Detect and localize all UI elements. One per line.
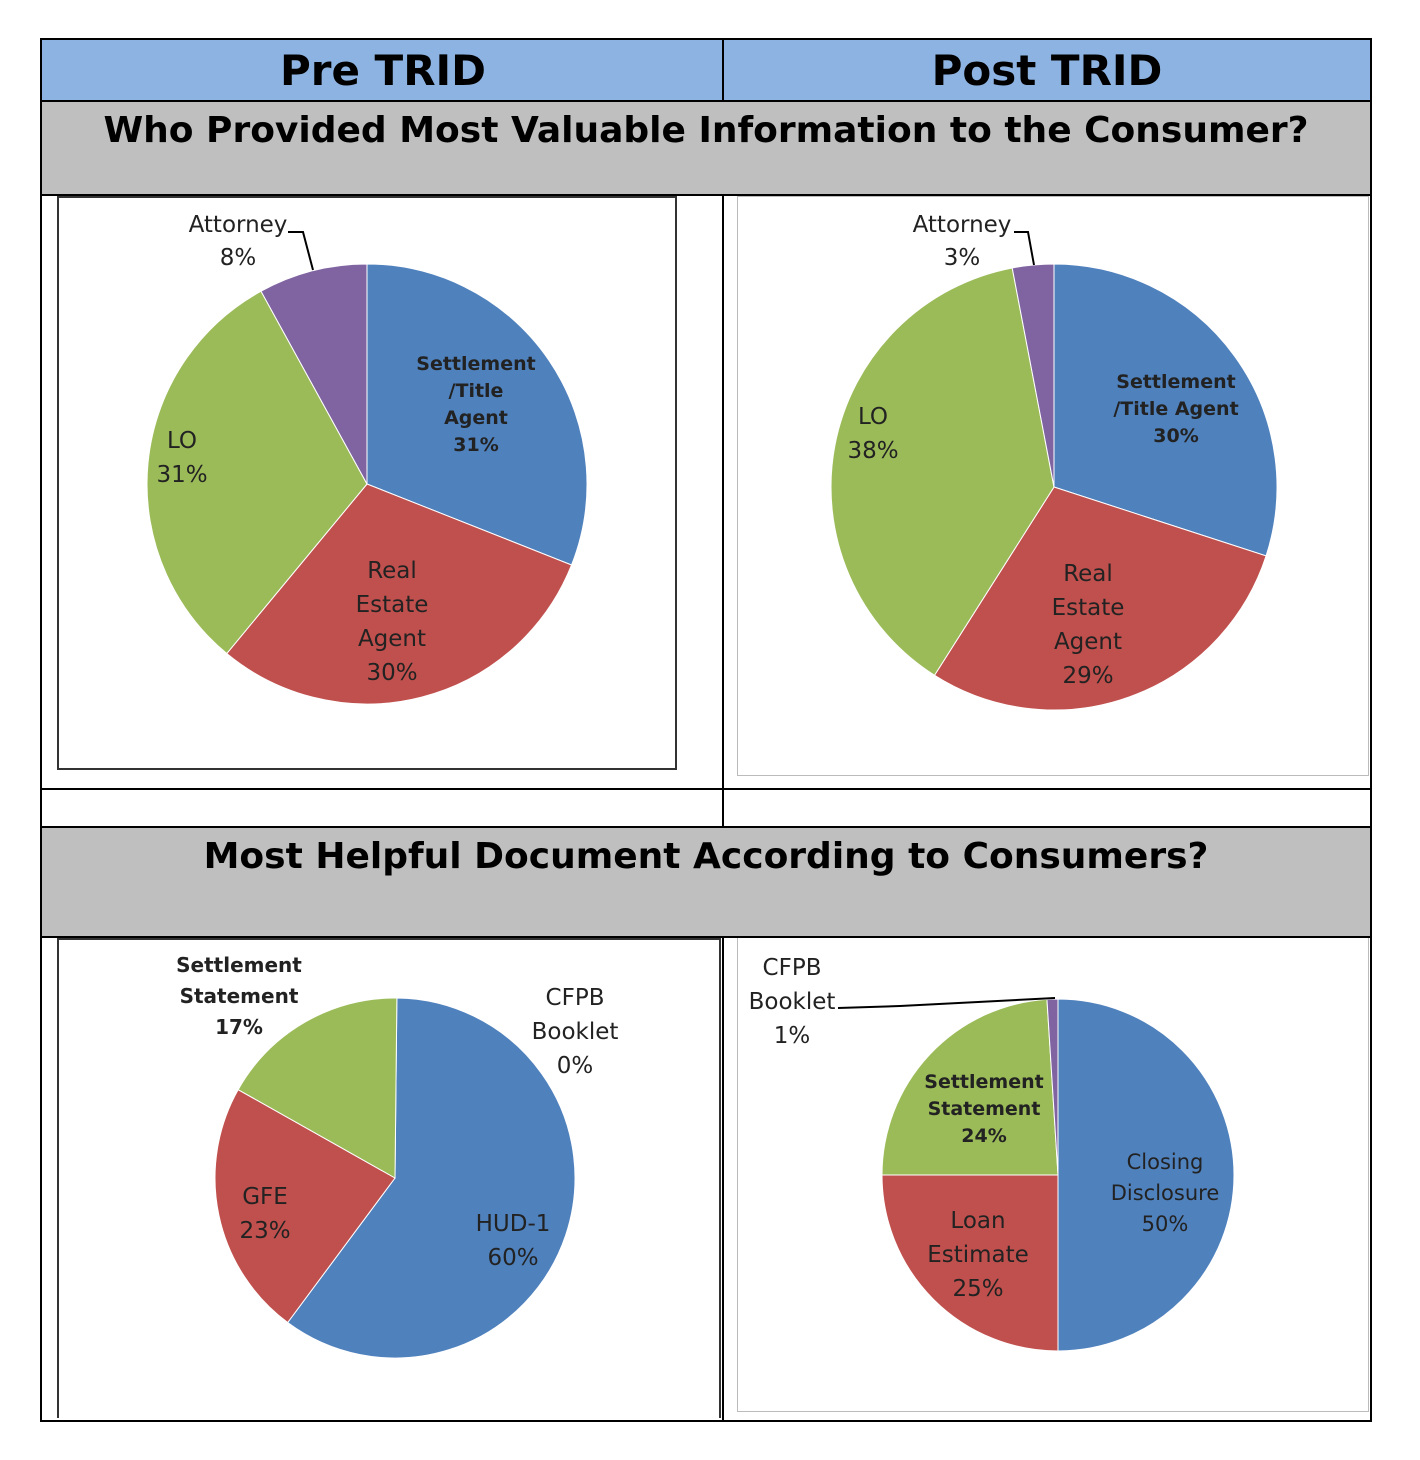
row2-bottom-line [42, 826, 1370, 828]
section-title-document-text: Most Helpful Document According to Consu… [203, 836, 1209, 877]
pie-0-label-3-line-1: 8% [220, 245, 257, 271]
comparison-table: Pre TRID Post TRID Who Provided Most Val… [40, 38, 1372, 1422]
pie-0-label-1: Real Estate Agent 30% [356, 558, 429, 686]
pie-0-label-2-line-1: 31% [156, 462, 207, 488]
pie-1-label-1-line-1: Estate [1052, 595, 1125, 621]
pie-3-label-2: Settlement Statement 24% [924, 1071, 1043, 1147]
pie-1-label-0-line-2: 30% [1153, 425, 1198, 447]
pie-1-label-1-line-0: Real [1063, 561, 1113, 587]
pie-1-label-3-line-1: 3% [944, 245, 981, 271]
pie-2-label-0: CFPB Booklet 0% [532, 985, 619, 1079]
pie-3-label-2-line-0: Settlement [924, 1071, 1043, 1093]
pie-1-leader-3 [1014, 231, 1035, 266]
pie-2-slice-2 [214, 1088, 396, 1324]
pie-2-label-2: GFE 23% [239, 1184, 290, 1244]
pie-3-label-0-line-1: Disclosure [1111, 1181, 1220, 1205]
row3-divider [722, 938, 724, 1420]
pie-chart-pre-document: CFPB Booklet 0% HUD-1 60% GFE 23% Settlement Sta… [176, 953, 619, 1359]
pie-3-label-1-line-2: 25% [952, 1276, 1003, 1302]
header-post-trid-label: Post TRID [931, 45, 1163, 95]
pie-1-label-1-line-3: 29% [1062, 663, 1113, 689]
pie-0-label-3-line-0: Attorney [189, 212, 288, 238]
pie-3-slice-0 [1057, 998, 1235, 1352]
pie-1-label-3-line-0: Attorney [913, 212, 1012, 238]
pie-0-label-2: LO 31% [156, 428, 207, 488]
pie-0-label-1-line-2: Agent [358, 626, 426, 652]
row1-bottom-line [42, 788, 1370, 790]
pie-2-label-2-line-1: 23% [239, 1218, 290, 1244]
pie-2-slice-1 [286, 997, 576, 1359]
pie-3-label-0-line-2: 50% [1142, 1212, 1189, 1236]
pie-1-slice-2 [830, 267, 1055, 676]
pie-2-label-3-line-0: Settlement [176, 953, 302, 977]
pie-0-label-0-line-3: 31% [453, 434, 498, 456]
pie-2-slice-3 [237, 997, 398, 1179]
pie-2-label-3: Settlement Statement 17% [176, 953, 302, 1039]
header-divider [722, 40, 724, 102]
pie-2-label-1-line-1: 60% [487, 1245, 538, 1271]
pie-2-label-0-line-0: CFPB [546, 985, 605, 1011]
pie-0-label-3: Attorney 8% [189, 212, 288, 271]
pie-1-label-2: LO 38% [847, 404, 898, 464]
pie-2-label-3-line-1: Statement [180, 984, 299, 1008]
pie-1-label-1-line-2: Agent [1054, 629, 1122, 655]
pie-3-label-0-line-0: Closing [1127, 1150, 1204, 1174]
pie-3-label-1: Loan Estimate 25% [927, 1208, 1029, 1302]
pie-2-label-0-line-2: 0% [557, 1053, 594, 1079]
pie-0-label-0-line-1: /Title [449, 380, 504, 402]
pie-3-label-3-line-0: CFPB [763, 955, 822, 981]
pie-0-label-1-line-3: 30% [366, 660, 417, 686]
pie-1-slice-0 [1053, 263, 1278, 557]
section-title-document: Most Helpful Document According to Consu… [42, 828, 1370, 938]
pie-0-label-1-line-1: Estate [356, 592, 429, 618]
pie-1-label-0: Settlement/Title Agent 30% [1113, 371, 1238, 447]
pie-chart-pre-information: Settlement/Title Agent 31% Real Estate Agent 3… [146, 212, 588, 705]
pie-3-label-3: CFPB Booklet 1% [749, 955, 836, 1049]
pie-3-label-2-line-1: Statement [928, 1098, 1041, 1120]
pie-0-slice-0 [366, 263, 588, 566]
pie-1-slice-1 [933, 486, 1267, 711]
pie-1-label-0-line-1: /Title Agent [1113, 398, 1238, 420]
pie-0-slice-1 [226, 483, 573, 705]
pie-chart-post-document: Closing Disclosure 50% Loan Estimate 25% Settl… [749, 955, 1235, 1352]
pie-3-slice-2 [881, 998, 1059, 1176]
pie-chart-post-information: Settlement/Title Agent 30% Real Estate Agent… [830, 212, 1278, 711]
section-title-information: Who Provided Most Valuable Information t… [42, 102, 1370, 196]
pie-1-label-0-line-0: Settlement [1116, 371, 1235, 393]
pie-0-label-0: Settlement/Title Agent 31% [416, 353, 535, 456]
pie-2-label-3-line-2: 17% [215, 1015, 263, 1039]
pie-0-slice-3 [260, 263, 368, 485]
section-title-information-text: Who Provided Most Valuable Information t… [103, 110, 1309, 151]
pie-3-label-0: Closing Disclosure 50% [1111, 1150, 1220, 1236]
pie-3-label-3-line-2: 1% [774, 1023, 811, 1049]
pie-1-label-3: Attorney 3% [913, 212, 1012, 271]
pie-1-label-2-line-0: LO [858, 404, 888, 430]
header-post-trid: Post TRID [724, 40, 1370, 102]
pie-0-slice-2 [146, 290, 368, 655]
pie-3-label-1-line-0: Loan [950, 1208, 1005, 1234]
pie-3-label-1-line-1: Estimate [927, 1242, 1029, 1268]
pie-3-label-3-line-1: Booklet [749, 989, 836, 1015]
pie-2-label-0-line-1: Booklet [532, 1019, 619, 1045]
header-pre-trid-label: Pre TRID [279, 45, 487, 95]
pie-0-label-0-line-0: Settlement [416, 353, 535, 375]
pie-1-label-2-line-1: 38% [847, 438, 898, 464]
pie-2-label-1: HUD-1 60% [476, 1211, 551, 1271]
pie-3-slice-1 [881, 1174, 1059, 1352]
pie-2-label-2-line-0: GFE [242, 1184, 288, 1210]
pie-3-leader-3 [837, 997, 1056, 1009]
pie-0-label-1-line-0: Real [367, 558, 417, 584]
pie-3-label-2-line-2: 24% [961, 1125, 1006, 1147]
pie-1-label-1: Real Estate Agent 29% [1052, 561, 1125, 689]
row1-divider [722, 196, 724, 828]
header-pre-trid: Pre TRID [42, 40, 724, 102]
pie-0-label-0-line-2: Agent [444, 407, 508, 429]
pie-0-leader-3 [288, 231, 314, 271]
pie-0-label-2-line-0: LO [167, 428, 197, 454]
pie-2-label-1-line-0: HUD-1 [476, 1211, 551, 1237]
